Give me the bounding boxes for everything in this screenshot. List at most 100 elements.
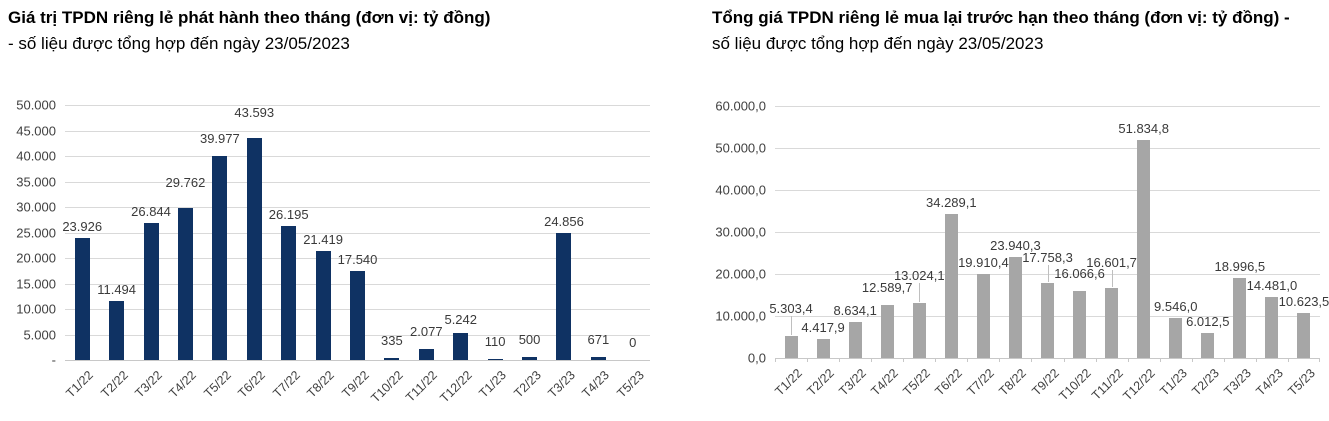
bar [784, 335, 798, 358]
data-label: 16.066,6 [1054, 265, 1105, 281]
x-tick-label: T6/22 [932, 366, 966, 399]
x-tick-label: T11/22 [1088, 366, 1126, 403]
bar [976, 274, 990, 358]
x-axis-tick [1095, 358, 1097, 362]
data-label: 110 [484, 334, 506, 350]
data-label: 51.834,8 [1118, 121, 1169, 137]
x-tick-label: T2/23 [1189, 366, 1222, 399]
data-label: 671 [587, 331, 610, 347]
x-tick-label: T4/23 [579, 368, 613, 401]
bar [1105, 288, 1119, 358]
x-axis-tick [935, 358, 937, 362]
x-axis-tick [1319, 358, 1320, 362]
bar [143, 223, 159, 360]
chart-title: Tổng giá TPDN riêng lẻ mua lại trước hạn… [712, 8, 1290, 27]
x-tick-label: T1/22 [63, 368, 97, 401]
bar [315, 250, 331, 360]
issuance-chart-panel: Giá trị TPDN riêng lẻ phát hành theo thá… [0, 0, 660, 421]
x-axis-tick [807, 358, 809, 362]
x-tick-label: T10/22 [1056, 366, 1094, 404]
y-tick-label: 40.000 [16, 148, 56, 164]
x-tick-label: T8/22 [304, 368, 337, 401]
x-tick-label: T2/22 [804, 366, 837, 399]
data-label: 17.540 [337, 251, 378, 267]
y-tick-label: 10.000 [16, 301, 56, 317]
bar [1137, 140, 1151, 358]
data-label: 43.593 [234, 104, 275, 120]
x-axis-tick [839, 358, 841, 362]
x-axis-tick [1255, 358, 1257, 362]
chart-subtitle: - số liệu được tổng hợp đến ngày 23/05/2… [8, 34, 350, 53]
gridline [775, 232, 1320, 233]
data-label: 9.546,0 [1154, 298, 1198, 314]
y-tick-label: 35.000 [16, 174, 56, 189]
y-tick-label: 20.000 [16, 250, 56, 266]
data-label: 13.024,1 [893, 268, 945, 284]
y-tick-label: 15.000 [16, 276, 56, 291]
x-tick-label: T3/22 [132, 368, 165, 401]
bar [1265, 297, 1279, 358]
data-label: 23.926 [62, 218, 103, 234]
x-tick-label: T5/22 [201, 368, 234, 401]
x-tick-label: T7/22 [964, 366, 998, 399]
bar [281, 226, 297, 360]
gridline [775, 190, 1320, 191]
x-axis-tick [1287, 358, 1289, 362]
y-tick-label: 5.000 [23, 327, 56, 342]
data-label: 12.589,7 [861, 280, 913, 296]
bar [556, 233, 572, 360]
x-tick-label: T5/23 [1285, 366, 1318, 399]
gridline [65, 181, 650, 183]
issuance-chart-title: Giá trị TPDN riêng lẻ phát hành theo thá… [8, 5, 653, 57]
x-axis-tick [1191, 358, 1193, 362]
bar [1041, 283, 1054, 358]
data-label: 335 [381, 333, 403, 349]
x-axis-line [775, 358, 1320, 359]
leader-line [919, 283, 921, 303]
chart-title: Giá trị TPDN riêng lẻ phát hành theo thá… [8, 8, 491, 27]
bar [1233, 278, 1247, 358]
x-axis-tick [1031, 358, 1033, 362]
y-tick-label: 30.000 [16, 199, 56, 215]
data-label: 500 [518, 332, 541, 348]
data-label: 26.844 [131, 204, 171, 220]
bar [418, 349, 434, 360]
x-axis-tick [1127, 358, 1129, 362]
bar [1008, 257, 1022, 358]
bar [487, 359, 503, 360]
early-buyback-chart-title: Tổng giá TPDN riêng lẻ mua lại trước hạn… [712, 5, 1312, 57]
bar [880, 305, 894, 358]
x-axis-tick [775, 358, 776, 362]
leader-line [1111, 270, 1113, 288]
data-label: 11.494 [97, 282, 137, 298]
x-tick-label: T1/23 [476, 368, 510, 401]
x-tick-label: T10/22 [368, 368, 406, 406]
x-tick-label: T1/23 [1157, 366, 1190, 399]
leader-line [791, 315, 793, 335]
x-tick-label: T2/22 [98, 368, 131, 401]
x-tick-label: T5/22 [900, 366, 934, 399]
y-tick-label: 50.000,0 [715, 140, 766, 156]
bar [177, 208, 193, 360]
bar [246, 137, 262, 360]
data-label: 0 [629, 335, 637, 350]
y-tick-label: 30.000,0 [715, 224, 766, 240]
y-tick-label: 20.000,0 [715, 266, 766, 282]
gridline [65, 105, 650, 106]
y-tick-label: 25.000 [16, 225, 56, 240]
bar [109, 301, 125, 360]
data-label: 14.481,0 [1246, 278, 1298, 294]
y-tick-label: 10.000,0 [715, 308, 766, 324]
bar [212, 156, 228, 360]
x-tick-label: T2/23 [510, 368, 544, 401]
data-label: 10.623,5 [1278, 294, 1329, 310]
y-tick-label: 50.000 [16, 97, 56, 113]
x-axis-line [65, 360, 650, 361]
y-tick-label: 0,0 [747, 350, 766, 366]
data-label: 26.195 [268, 207, 309, 223]
bar [912, 303, 926, 358]
gridline [775, 148, 1320, 149]
data-label: 5.242 [444, 312, 478, 328]
x-tick-label: T5/23 [614, 368, 647, 401]
